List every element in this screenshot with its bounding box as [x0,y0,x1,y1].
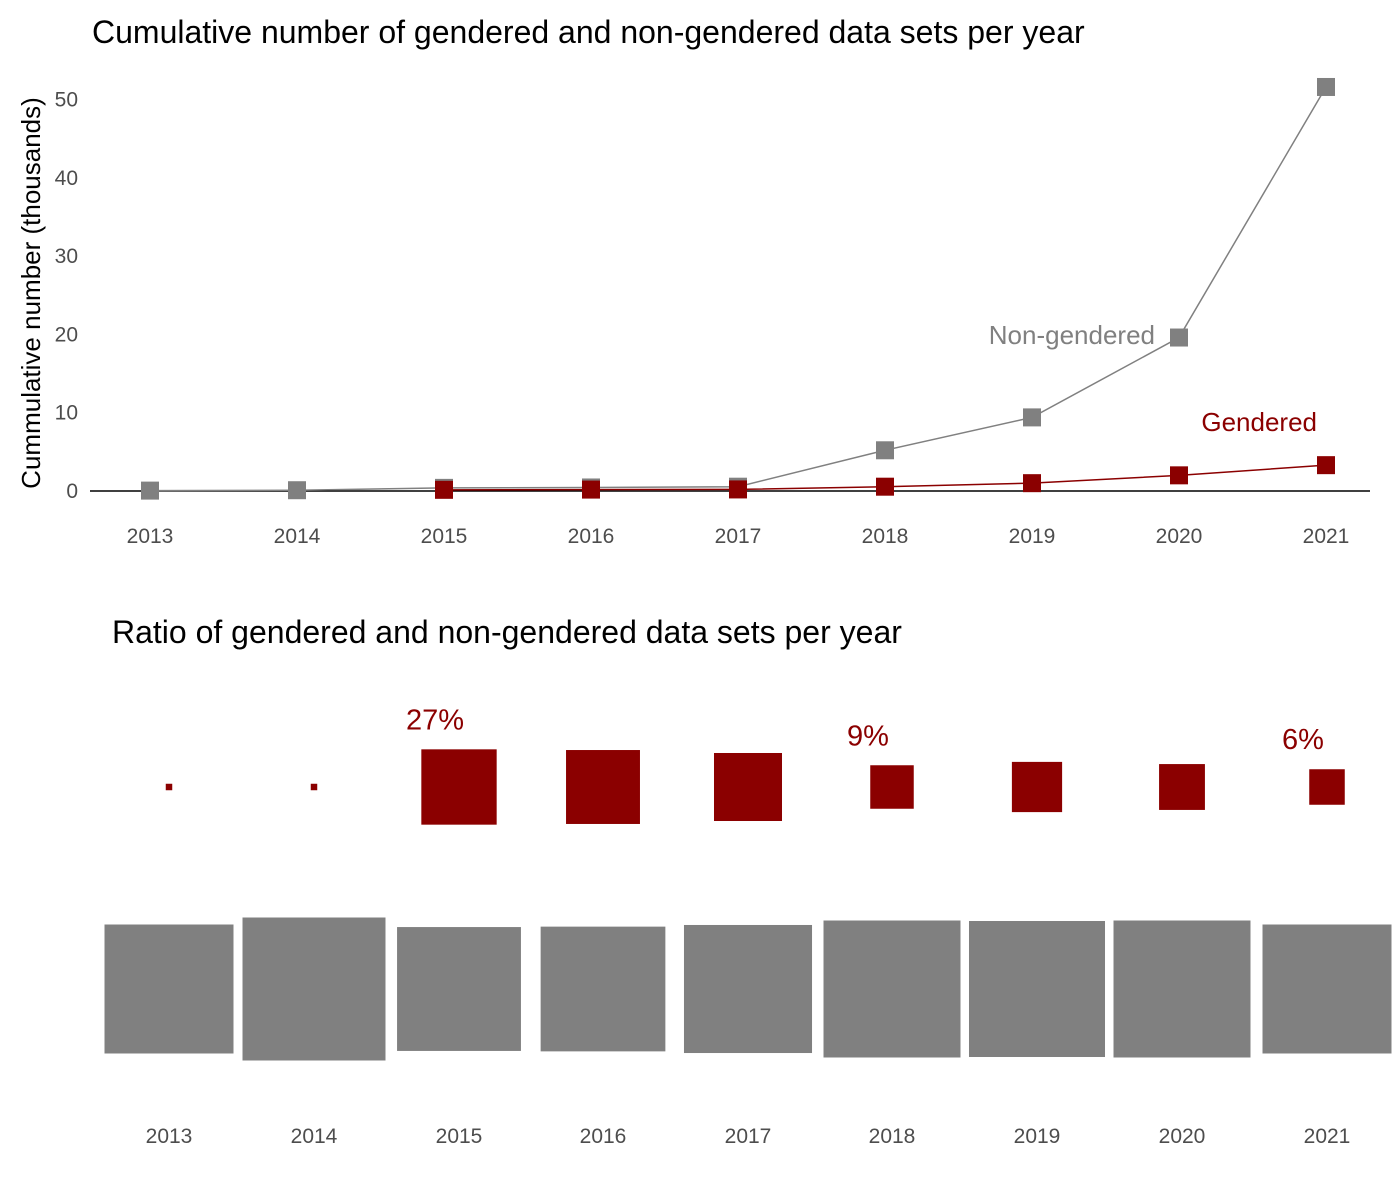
ratio-x-tick-label: 2021 [1304,1125,1351,1148]
y-tick-label: 30 [55,245,78,268]
y-tick-label: 10 [55,402,78,425]
ratio-label: 9% [847,720,889,752]
ratio-square-gendered [165,783,173,791]
ratio-x-tick-labels: 2013 2014 2015 2016 2017 2018 2019 2020 2021 [146,1125,1351,1148]
ratio-x-tick-label: 2018 [869,1125,916,1148]
ratio-label: 27% [406,704,464,736]
ratio-square-non-gendered [823,920,961,1058]
ratio-square-gendered [870,765,914,809]
series-line-non-gendered [149,86,1327,492]
y-axis-label: Cummulative number (thousands) [16,97,46,489]
y-tick-labels: 0 10 20 30 40 50 [55,89,78,504]
x-tick-label: 2018 [862,525,909,548]
data-point-non-gendered [288,481,306,500]
ratio-x-tick-label: 2017 [725,1125,772,1148]
ratio-square-non-gendered [1113,920,1251,1058]
data-point-non-gendered [1317,77,1335,96]
data-point-non-gendered [141,481,159,500]
series-label-non-gendered: Non-gendered [989,320,1155,350]
data-point-gendered [1023,474,1041,493]
data-point-gendered [876,477,894,496]
x-tick-label: 2019 [1009,525,1056,548]
ratio-square-non-gendered [683,924,813,1054]
ratio-x-tick-label: 2015 [436,1125,483,1148]
x-tick-labels: 2013 2014 2015 2016 2017 2018 2019 2020 2021 [127,525,1350,548]
y-tick-label: 50 [55,89,78,112]
ratio-square-non-gendered [397,927,521,1051]
y-tick-label: 40 [55,167,78,190]
x-tick-label: 2013 [127,525,174,548]
ratio-square-non-gendered [242,917,386,1061]
data-point-gendered [435,480,453,499]
y-tick-label: 0 [66,480,78,503]
data-point-non-gendered [1170,328,1188,347]
ratio-chart-title: Ratio of gendered and non-gendered data … [112,614,902,650]
x-tick-label: 2017 [715,525,762,548]
ratio-square-gendered [421,749,497,825]
data-point-gendered [1317,456,1335,475]
series-label-gendered: Gendered [1201,407,1317,437]
ratio-square-gendered [310,783,318,791]
ratio-square-non-gendered [104,924,234,1054]
ratio-x-tick-label: 2013 [146,1125,193,1148]
data-point-gendered [729,480,747,499]
ratio-square-gendered [566,750,640,824]
data-point-gendered [1170,466,1188,485]
line-chart-title: Cumulative number of gendered and non-ge… [92,14,1085,50]
ratio-x-tick-label: 2016 [580,1125,627,1148]
ratio-x-tick-label: 2019 [1014,1125,1061,1148]
x-tick-label: 2015 [421,525,468,548]
data-point-gendered [582,480,600,499]
ratio-x-tick-label: 2014 [291,1125,338,1148]
ratio-square-gendered [1159,764,1205,810]
ratio-x-tick-label: 2020 [1159,1125,1206,1148]
data-point-non-gendered [876,441,894,460]
ratio-square-non-gendered [1262,924,1392,1054]
x-tick-label: 2016 [568,525,615,548]
x-tick-label: 2014 [274,525,321,548]
x-tick-label: 2021 [1303,525,1350,548]
ratio-square-non-gendered [540,926,666,1052]
ratio-square-gendered [1309,769,1345,805]
ratio-label: 6% [1282,724,1324,756]
ratio-squares [104,749,1392,1061]
data-point-non-gendered [1023,408,1041,427]
ratio-annotations: 27% 9% 6% [406,704,1324,756]
ratio-square-gendered [1011,761,1063,813]
ratio-square-non-gendered [968,920,1106,1058]
ratio-square-gendered [713,752,783,822]
x-tick-label: 2020 [1156,525,1203,548]
line-series [141,77,1335,500]
y-tick-label: 20 [55,323,78,346]
